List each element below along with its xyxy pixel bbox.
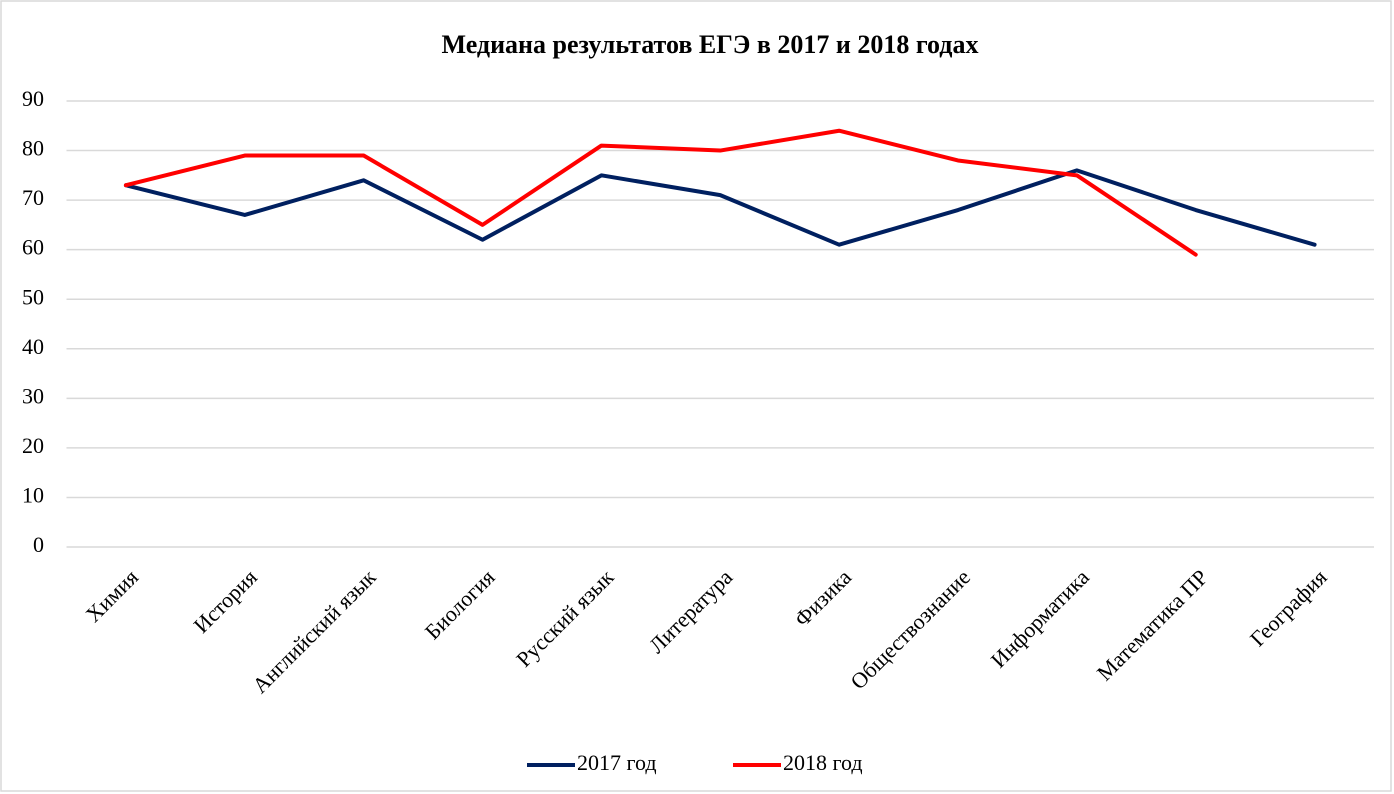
legend-label: 2017 год [577,750,657,775]
chart-title: Медиана результатов ЕГЭ в 2017 и 2018 го… [442,30,979,59]
y-tick-label: 60 [22,235,44,260]
line-series [123,168,1317,247]
y-tick-label: 0 [33,532,44,557]
y-tick-label: 50 [22,284,44,309]
y-tick-label: 90 [22,86,44,111]
y-tick-label: 70 [22,185,44,210]
line-series [123,128,1198,257]
y-tick-label: 10 [22,482,44,507]
y-tick-label: 30 [22,383,44,408]
y-tick-label: 40 [22,334,44,359]
legend-label: 2018 год [783,750,863,775]
y-tick-label: 20 [22,433,44,458]
y-tick-label: 80 [22,136,44,161]
